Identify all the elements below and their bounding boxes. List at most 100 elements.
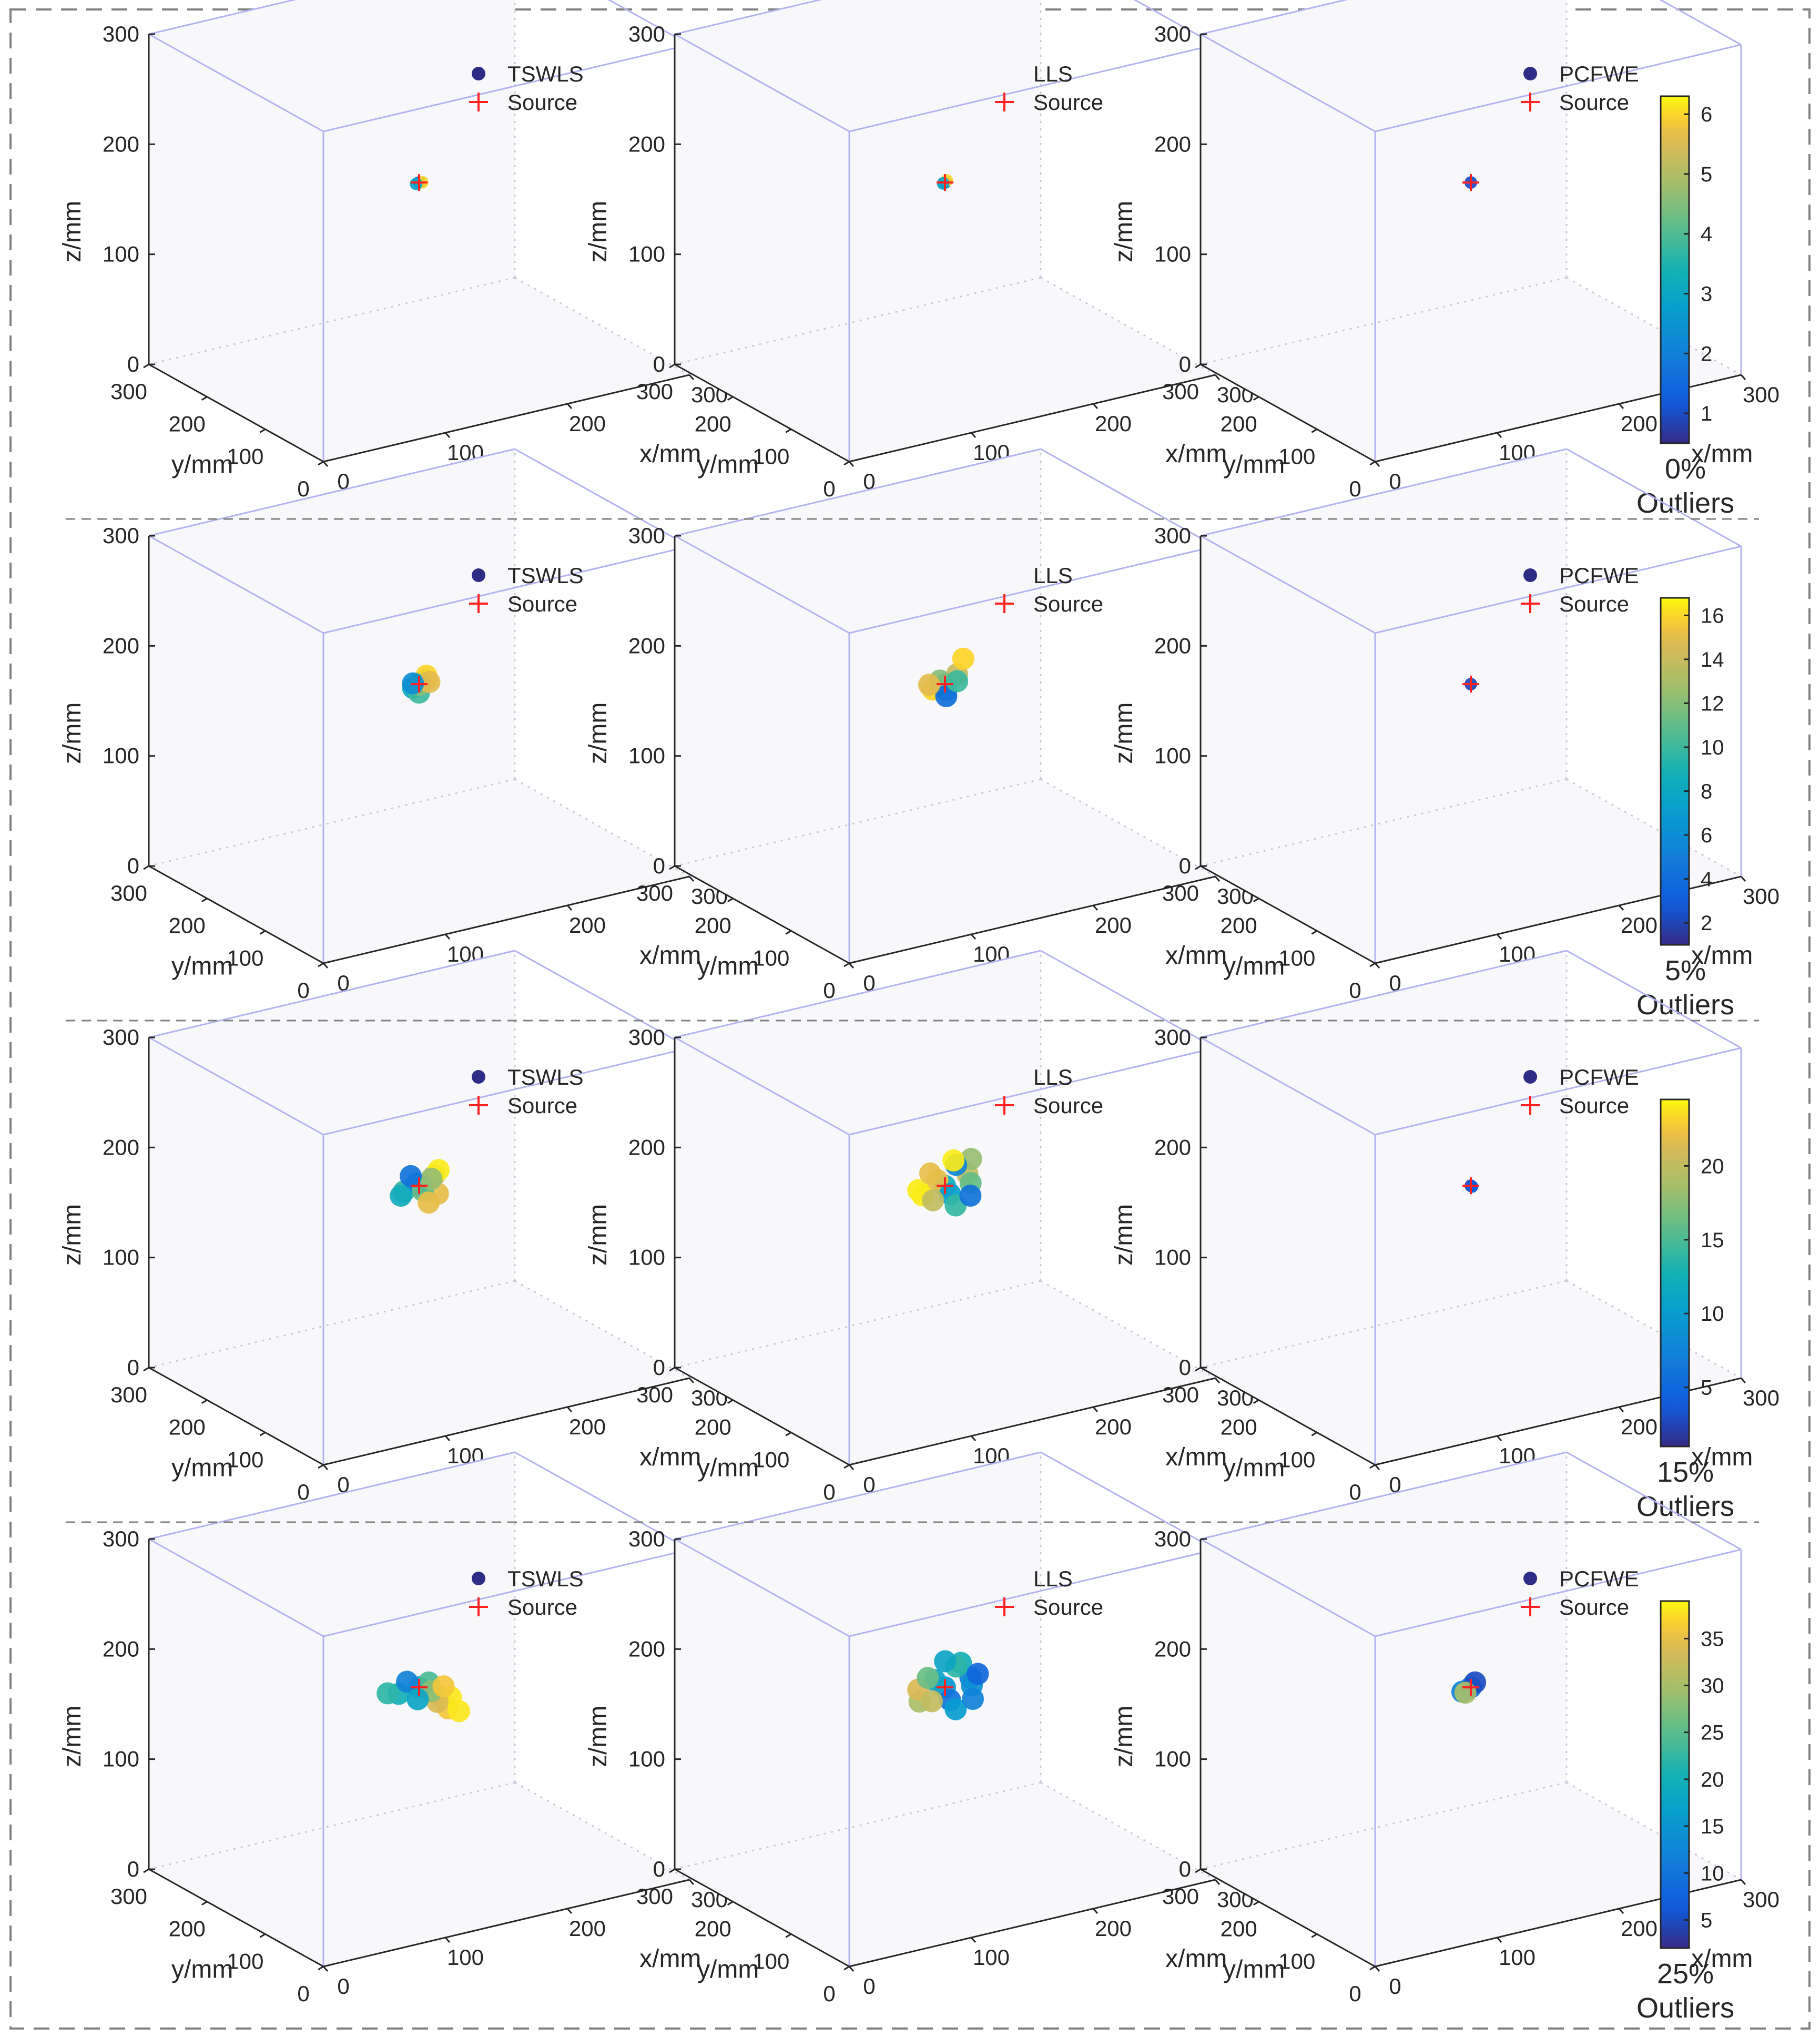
scatter-point: [959, 1185, 982, 1207]
outer-dashed-frame: [9, 8, 1811, 2030]
x-tick: [1740, 1378, 1746, 1383]
z-tick-label: 300: [1154, 1025, 1191, 1049]
box-edge: [674, 1538, 850, 1637]
legend-dot-icon: [1523, 1572, 1537, 1585]
y-tick: [843, 1464, 850, 1469]
y-tick: [785, 1933, 792, 1938]
colorbar-row-1: 2 4 6 8 10 12 14 16 5%Outliers: [1636, 597, 1734, 1021]
x-tick: [970, 1435, 977, 1441]
y-axis-label: y/mm: [697, 1454, 759, 1482]
legend-method-label: LLS: [1033, 62, 1073, 86]
box-edge: [148, 448, 515, 537]
x-tick: [1740, 1879, 1746, 1885]
y-tick: [785, 429, 792, 433]
source-marker: [937, 174, 953, 191]
x-tick: [970, 432, 977, 438]
y-tick: [669, 865, 675, 870]
x-tick-label: 200: [1095, 411, 1132, 436]
y-tick: [669, 363, 675, 369]
z-tick-label: 0: [1179, 352, 1191, 376]
y-tick: [727, 898, 734, 902]
row-label-percent: 0%: [1665, 453, 1706, 485]
colorbar-tick-label: 25: [1701, 1721, 1724, 1745]
row-label-outliers: Outliers: [1636, 1992, 1734, 2024]
x-tick: [1740, 374, 1746, 380]
z-tick-label: 100: [1154, 743, 1191, 768]
scatter-point: [918, 674, 940, 696]
x-tick: [1214, 1378, 1221, 1383]
z-tick-label: 200: [103, 633, 139, 658]
x-axis-label: x/mm: [1165, 942, 1227, 970]
panel-pcfwe-row-3: 000100100100200200200300300300x/mmy/mmz/…: [1110, 1451, 1780, 2006]
scatter-point: [432, 1675, 455, 1698]
y-tick: [669, 1367, 675, 1372]
z-tick-label: 0: [1179, 1355, 1191, 1380]
x-axis-label: x/mm: [1691, 1945, 1753, 1973]
y-tick-label: 0: [823, 978, 835, 1003]
y-axis-label: y/mm: [1223, 1454, 1285, 1482]
x-tick: [688, 876, 695, 882]
x-tick-label: 0: [863, 1974, 875, 1999]
box-edge: [674, 0, 822, 35]
x-tick: [848, 1464, 855, 1470]
z-axis-label: z/mm: [1110, 1706, 1138, 1767]
y-tick: [1311, 429, 1318, 433]
y-axis-label: y/mm: [171, 1454, 233, 1482]
z-tick-label: 100: [628, 743, 665, 768]
colorbar-row-0: 1 2 3 4 5 6 0%Outliers: [1636, 95, 1734, 519]
y-tick-label: 100: [1278, 444, 1315, 468]
scatter-point: [934, 1650, 957, 1673]
legend-source-label: Source: [1033, 90, 1103, 115]
x-axis-label: x/mm: [639, 1945, 701, 1973]
z-tick-label: 100: [628, 242, 665, 267]
colorbar-row-2: 5 10 15 20 15%Outliers: [1636, 1098, 1734, 1522]
scatter-point: [962, 1688, 984, 1710]
legend-dot-icon: [1523, 67, 1537, 80]
x-tick-label: 200: [569, 411, 606, 436]
box-edge: [323, 545, 690, 634]
y-tick: [785, 930, 792, 935]
box-edge: [323, 44, 690, 133]
y-tick: [201, 898, 208, 902]
y-tick: [143, 865, 149, 870]
x-axis-line: [849, 374, 1216, 463]
y-axis-label: y/mm: [697, 952, 759, 980]
box-edge: [1566, 950, 1742, 1049]
x-axis-label: x/mm: [639, 942, 701, 970]
z-axis-label: z/mm: [584, 201, 612, 262]
legend-dot-icon: [1523, 568, 1537, 582]
panel-pcfwe-row-2: 000100100100200200200300300300x/mmy/mmz/…: [1110, 950, 1780, 1504]
x-tick-label: 200: [569, 913, 606, 938]
x-tick-label: 300: [1743, 884, 1780, 909]
z-tick-label: 100: [103, 1747, 139, 1771]
legend-method-label: PCFWE: [1559, 563, 1639, 588]
x-tick: [1496, 934, 1502, 940]
box-edge: [1200, 1036, 1376, 1136]
x-tick: [1214, 1879, 1221, 1885]
box-edge: [1200, 1451, 1567, 1540]
box-edge: [1566, 1451, 1742, 1551]
source-marker: [1462, 1679, 1479, 1696]
y-tick-label: 300: [110, 379, 147, 404]
y-tick: [1369, 962, 1376, 967]
panel-pcfwe-row-0: 000100100100200200200300300300x/mmy/mmz/…: [1110, 0, 1780, 501]
x-axis-label: x/mm: [1165, 1945, 1227, 1973]
z-tick-label: 300: [103, 1025, 139, 1049]
x-axis-label: x/mm: [1165, 1443, 1227, 1471]
y-tick-label: 0: [297, 476, 309, 501]
y-tick-label: 200: [695, 1415, 731, 1440]
legend-source-icon: [1521, 1096, 1540, 1115]
z-axis-label: z/mm: [58, 702, 86, 764]
x-tick: [566, 403, 573, 409]
box-edge: [1375, 44, 1742, 133]
z-tick-label: 200: [1154, 131, 1191, 156]
y-tick: [1195, 865, 1201, 870]
box-edge: [148, 1451, 515, 1540]
y-axis-line: [148, 1367, 324, 1466]
legend-method-label: TSWLS: [507, 563, 584, 588]
y-tick-label: 0: [1349, 1981, 1361, 2006]
z-axis-label: z/mm: [584, 1204, 612, 1266]
y-tick-label: 300: [1162, 1382, 1199, 1407]
z-tick-label: 200: [1154, 633, 1191, 658]
x-tick-label: 200: [569, 1414, 606, 1439]
